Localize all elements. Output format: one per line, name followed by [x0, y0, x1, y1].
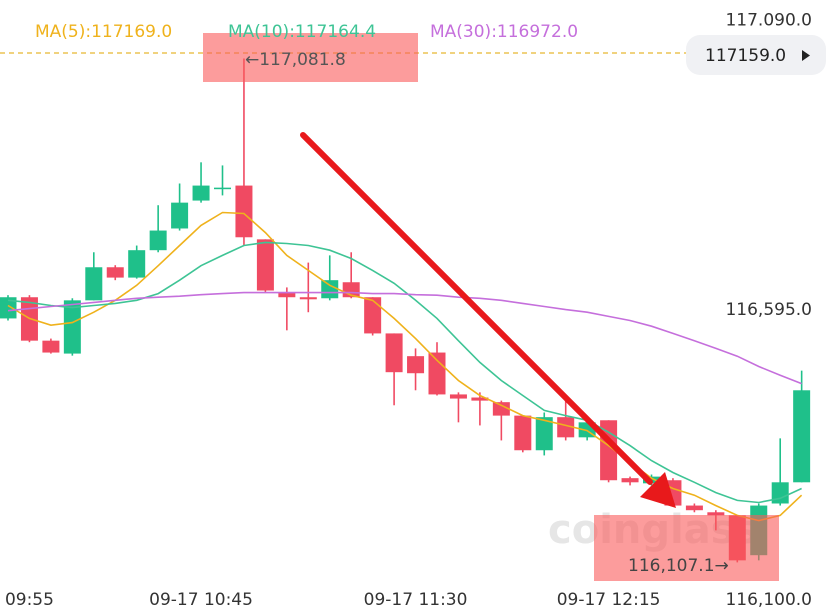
candle-body	[85, 267, 103, 301]
candle-body	[42, 340, 60, 353]
y-tick-label: 116,100.0	[725, 590, 812, 610]
legend-entry: MA(5):117169.0	[35, 22, 172, 42]
low-annotation: 116,107.1→	[628, 556, 729, 576]
last-price-tag	[686, 35, 826, 75]
candle-body	[106, 267, 124, 278]
candle-body	[149, 230, 167, 251]
ma-line	[7, 291, 802, 385]
trend-arrowhead	[640, 472, 676, 508]
candle-body	[449, 394, 467, 399]
ma-line	[7, 241, 802, 504]
candle-body	[0, 297, 17, 319]
candle-body	[364, 297, 382, 334]
candle-body	[771, 482, 789, 504]
x-tick-label: 09-17 12:15	[557, 590, 661, 610]
candle-body	[235, 185, 253, 238]
high-annotation: ←117,081.8	[245, 50, 346, 70]
candle-body	[299, 297, 317, 300]
candle-body	[471, 397, 489, 401]
x-tick-label: 09:55	[5, 590, 54, 610]
candle-body	[557, 417, 575, 438]
candle-body	[707, 512, 725, 516]
candle-body	[321, 280, 339, 299]
low-annotation-box	[594, 515, 779, 581]
y-tick-label: 117.090.0	[725, 10, 812, 30]
x-tick-label: 09-17 11:30	[364, 590, 468, 610]
candle-body	[214, 187, 231, 190]
legend-entry: MA(10):117164.4	[228, 22, 376, 42]
candle-body	[621, 478, 639, 483]
candle-body	[256, 239, 274, 291]
candle-body	[793, 390, 811, 483]
candle-body	[192, 185, 210, 201]
candle-body	[428, 352, 446, 395]
x-tick-label: 09-17 10:45	[149, 590, 253, 610]
candle-body	[407, 356, 425, 374]
last-price-arrow	[802, 50, 810, 61]
legend-entry: MA(30):116972.0	[430, 22, 578, 42]
trend-arrow	[300, 132, 653, 485]
candle-body	[492, 402, 510, 416]
candle-body	[278, 292, 296, 298]
candle-body	[385, 333, 403, 373]
candle-body	[171, 202, 189, 229]
candle-body	[685, 505, 703, 511]
candle-body	[514, 415, 532, 451]
candle-body	[128, 250, 146, 278]
y-tick-label: 116,595.0	[725, 300, 812, 320]
candle-body	[63, 300, 81, 354]
last-price-label: 117159.0	[705, 46, 786, 66]
candle-body	[535, 417, 553, 451]
high-annotation-box	[203, 33, 418, 82]
